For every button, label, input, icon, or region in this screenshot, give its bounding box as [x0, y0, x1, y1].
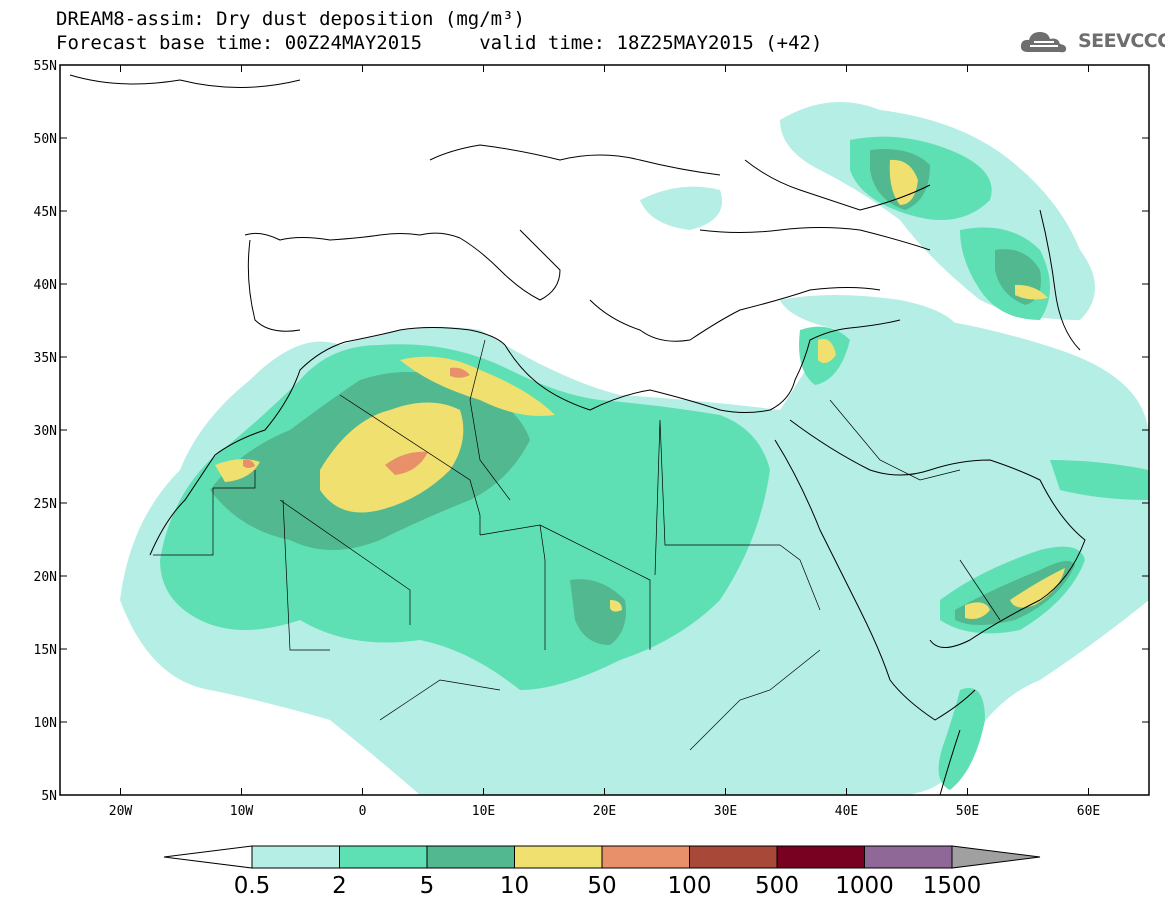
colorbar-label: 5: [420, 873, 435, 899]
lat-tick-label: 40N: [34, 278, 57, 293]
colorbar-swatch: [251, 845, 340, 869]
lon-tick-label: 20E: [593, 804, 616, 819]
lat-tick-label: 10N: [34, 716, 57, 731]
lat-tick-label: 20N: [34, 570, 57, 585]
cloud-logo-icon: [1020, 32, 1067, 53]
lat-tick-label: 30N: [34, 424, 57, 439]
colorbar-high-extension: [951, 845, 1041, 869]
lon-tick-label: 0: [359, 804, 367, 819]
colorbar-label: 2: [332, 873, 347, 899]
colorbar-label: 1000: [835, 873, 894, 899]
colorbar-label: 10: [500, 873, 529, 899]
colorbar-label: 0.5: [234, 873, 271, 899]
colorbar-label: 50: [587, 873, 616, 899]
lon-tick-label: 40E: [835, 804, 858, 819]
colorbar-label: 100: [668, 873, 712, 899]
lat-tick-label: 45N: [34, 205, 57, 220]
colorbar-label: 500: [755, 873, 799, 899]
colorbar-swatch: [601, 845, 690, 869]
deposition-level-50-100: [243, 367, 470, 475]
colorbar: 0.5 2 5 10 50 100 500 1000 1500: [163, 845, 1041, 899]
axis-ticks: 55N 50N 45N 40N 35N 30N 25N 20N 15N 10N 5N 20W 10W 0 1…: [34, 59, 1149, 819]
colorbar-swatch: [426, 845, 515, 869]
lat-tick-label: 50N: [34, 132, 57, 147]
colorbar-swatch: [689, 845, 778, 869]
lon-tick-label: 10W: [230, 804, 254, 819]
lat-tick-label: 55N: [34, 59, 57, 74]
lon-tick-label: 60E: [1077, 804, 1100, 819]
seevccc-logo: SEEVCCC: [1018, 24, 1165, 58]
lon-tick-label: 30E: [714, 804, 737, 819]
colorbar-low-extension: [163, 845, 253, 869]
lon-tick-label: 50E: [956, 804, 979, 819]
lat-tick-label: 25N: [34, 497, 57, 512]
colorbar-swatch: [776, 845, 865, 869]
lon-tick-label: 20W: [109, 804, 133, 819]
logo-text: SEEVCCC: [1078, 30, 1165, 52]
map-title: DREAM8-assim: Dry dust deposition (mg/m³…: [56, 8, 525, 30]
forecast-time-subtitle: Forecast base time: 00Z24MAY2015 valid t…: [56, 32, 823, 54]
coastlines: [69, 74, 1086, 795]
colorbar-swatch: [514, 845, 603, 869]
lat-tick-label: 35N: [34, 351, 57, 366]
deposition-level-10-50: [215, 159, 1065, 619]
lat-tick-label: 5N: [41, 789, 57, 804]
colorbar-label: 1500: [923, 873, 982, 899]
lat-tick-label: 15N: [34, 643, 57, 658]
lon-tick-label: 10E: [472, 804, 495, 819]
colorbar-swatch: [339, 845, 428, 869]
country-borders: [153, 339, 1001, 751]
colorbar-swatch: [864, 845, 953, 869]
